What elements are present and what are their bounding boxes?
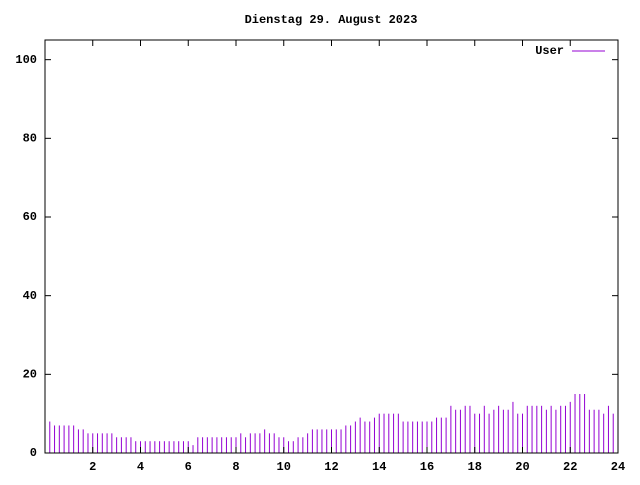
y-tick-label: 80: [23, 132, 37, 146]
y-tick-label: 20: [23, 368, 37, 382]
x-tick-label: 14: [372, 460, 386, 474]
x-tick-label: 16: [420, 460, 434, 474]
y-tick-label: 100: [15, 53, 37, 67]
y-tick-label: 40: [23, 289, 37, 303]
x-tick-label: 12: [324, 460, 338, 474]
x-tick-label: 10: [277, 460, 291, 474]
x-tick-label: 24: [611, 460, 625, 474]
x-tick-label: 6: [185, 460, 192, 474]
y-tick-label: 0: [30, 446, 37, 460]
x-tick-label: 20: [515, 460, 529, 474]
x-tick-label: 18: [468, 460, 482, 474]
x-tick-label: 4: [137, 460, 144, 474]
x-tick-label: 2: [89, 460, 96, 474]
y-tick-label: 60: [23, 210, 37, 224]
x-tick-label: 8: [232, 460, 239, 474]
chart-title: Dienstag 29. August 2023: [245, 13, 418, 27]
x-tick-label: 22: [563, 460, 577, 474]
legend-label: User: [535, 44, 564, 58]
plot-frame: [44, 39, 619, 454]
